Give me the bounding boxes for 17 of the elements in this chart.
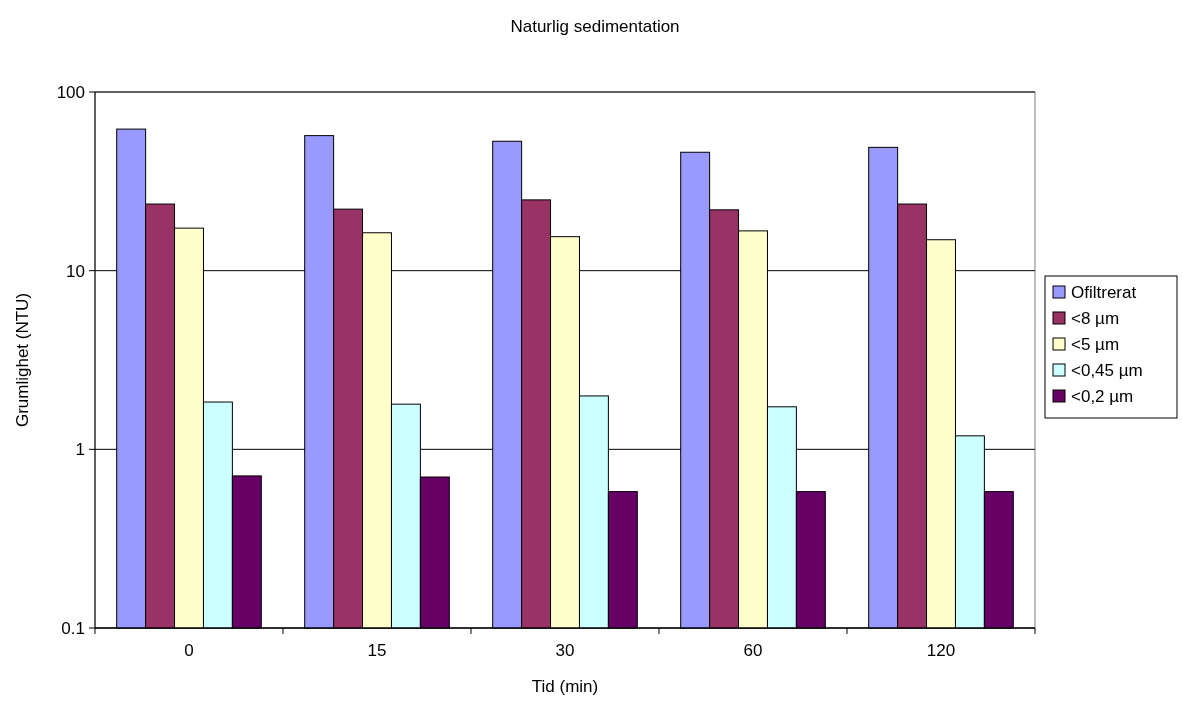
legend-label: <0,45 µm [1071,360,1143,380]
y-tick-label: 10 [66,261,85,281]
x-tick-label: 60 [743,641,763,660]
x-tick-label: 120 [926,641,956,660]
y-tick-label: 100 [56,82,85,102]
chart-title: Naturlig sedimentation [510,17,680,36]
x-tick-label: 15 [367,641,387,660]
legend-label: <0,2 µm [1071,386,1134,406]
legend-label: <5 µm [1071,334,1120,354]
x-axis-title: Tid (min) [531,677,599,696]
y-tick-label: 0.1 [61,618,85,638]
x-tick-label: 0 [184,641,194,660]
legend-label: Ofiltrerat [1071,282,1137,302]
x-tick-label: 30 [555,641,575,660]
legend-label: <8 µm [1071,308,1120,328]
y-axis-title: Grumlighet (NTU) [13,292,32,428]
y-tick-label: 1 [75,440,85,460]
